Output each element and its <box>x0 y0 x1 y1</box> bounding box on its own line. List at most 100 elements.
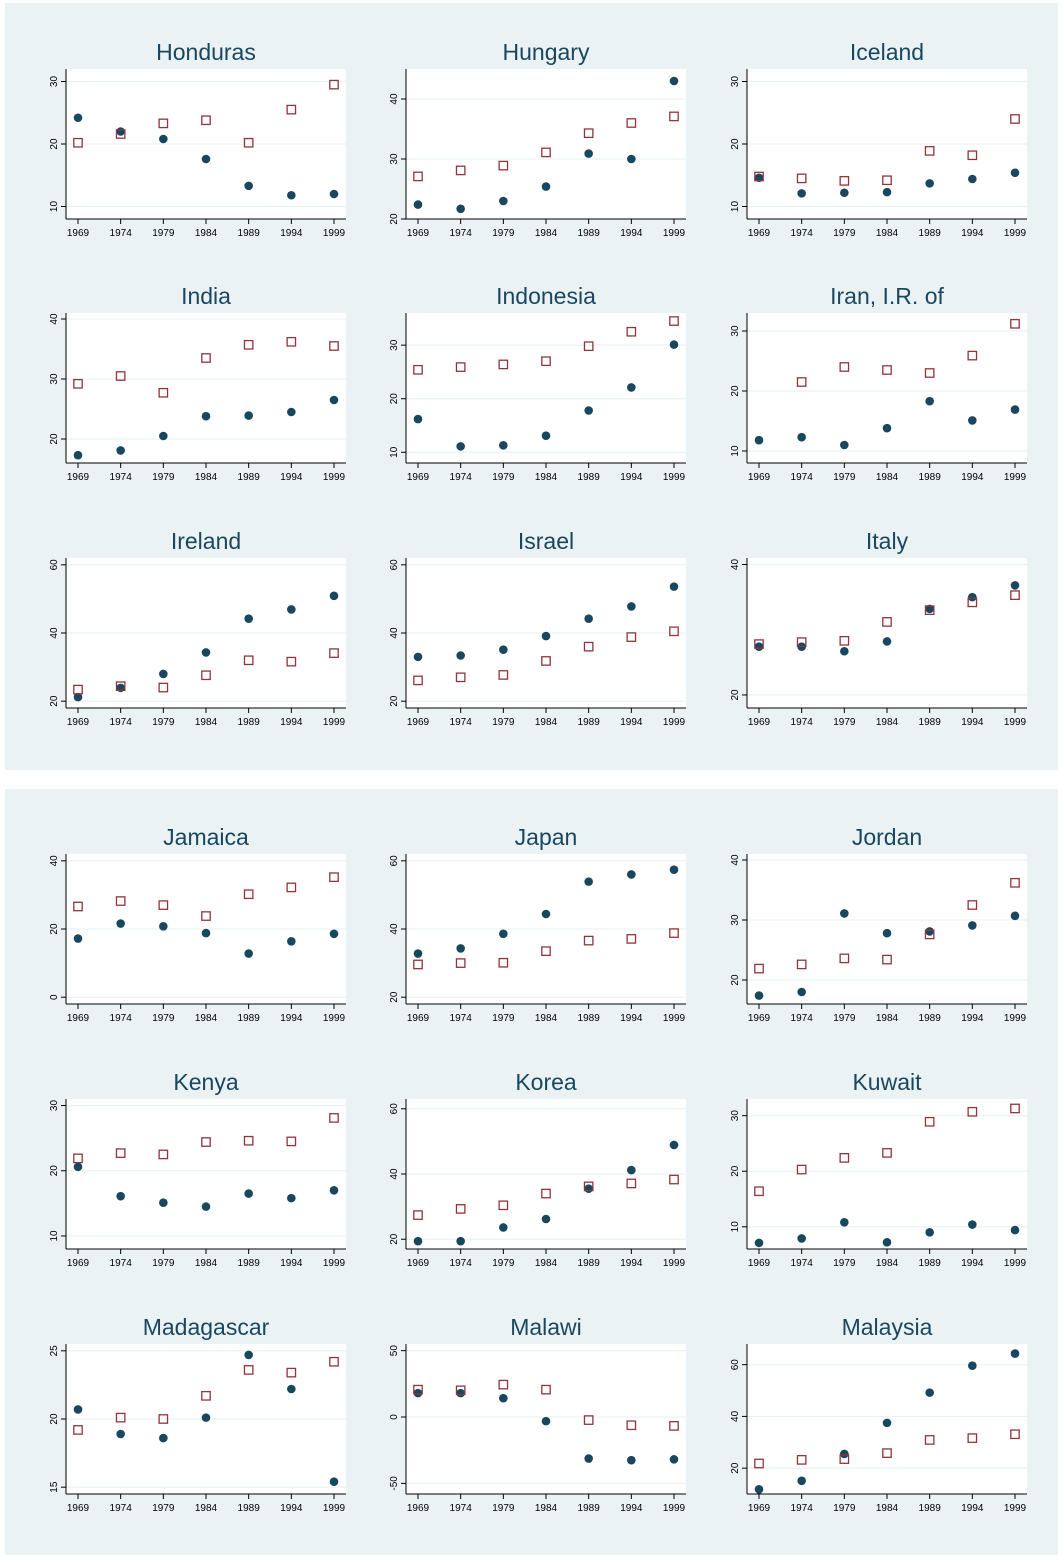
data-point-square <box>243 137 254 148</box>
data-point-circle <box>1010 405 1020 414</box>
data-point-circle <box>159 134 168 144</box>
data-point-square <box>967 350 978 361</box>
x-tick-label: 1984 <box>876 1258 899 1269</box>
x-tick-label: 1979 <box>152 472 175 483</box>
x-tick-label: 1984 <box>535 1013 558 1024</box>
data-point-square <box>796 377 807 387</box>
data-point-square <box>73 1153 83 1164</box>
plot-area <box>747 558 1027 708</box>
x-tick-label: 1989 <box>238 228 261 239</box>
y-tick-label: 60 <box>49 559 60 571</box>
data-point-circle <box>840 188 849 198</box>
data-point-square <box>201 670 211 681</box>
data-point-square <box>158 682 169 693</box>
data-point-circle <box>882 1418 892 1428</box>
x-tick-label: 1999 <box>1004 1258 1027 1269</box>
plot-area <box>747 313 1027 463</box>
y-tick-label: 30 <box>49 76 60 88</box>
data-point-circle <box>627 383 636 392</box>
x-tick-label: 1994 <box>280 1503 303 1514</box>
x-tick-label: 1969 <box>67 1013 90 1024</box>
x-tick-label: 1989 <box>578 1503 601 1514</box>
data-point-circle <box>201 411 211 421</box>
x-tick-label: 1974 <box>450 1503 473 1514</box>
data-point-circle <box>244 181 253 191</box>
data-point-circle <box>797 1234 806 1243</box>
data-point-square <box>158 1414 169 1424</box>
x-tick-label: 1984 <box>195 228 218 239</box>
x-tick-label: 1989 <box>919 1503 942 1514</box>
data-point-circle <box>968 1361 977 1371</box>
data-point-square <box>583 1181 594 1192</box>
y-tick-label: 20 <box>730 138 741 150</box>
x-tick-label: 1999 <box>663 717 686 728</box>
x-tick-label: 1969 <box>748 472 771 483</box>
data-point-circle <box>287 936 296 946</box>
x-tick-label: 1994 <box>620 228 643 239</box>
data-point-circle <box>754 1485 764 1494</box>
chart-title: Japan <box>515 824 578 850</box>
data-point-square <box>541 1384 551 1395</box>
data-point-circle <box>159 669 168 679</box>
x-tick-label: 1994 <box>620 1258 643 1269</box>
chart-title: Israel <box>518 528 574 554</box>
plot-area <box>747 1099 1027 1249</box>
data-point-square <box>455 1385 466 1396</box>
x-tick-label: 1979 <box>152 1503 175 1514</box>
x-tick-label: 1969 <box>67 472 90 483</box>
x-tick-label: 1989 <box>919 1013 942 1024</box>
data-point-square <box>669 316 679 326</box>
chart-ireland: Ireland 20 40 60 1969 1974 1979 1984 1989 1994 199… <box>49 528 346 728</box>
x-tick-label: 1974 <box>110 1503 133 1514</box>
data-point-square <box>1010 114 1020 124</box>
x-tick-label: 1979 <box>833 1013 856 1024</box>
data-point-circle <box>1010 1225 1020 1235</box>
data-point-square <box>115 1412 126 1423</box>
data-point-square <box>455 362 466 372</box>
data-point-circle <box>201 154 211 164</box>
x-tick-label: 1989 <box>578 1258 601 1269</box>
x-tick-label: 1979 <box>492 1258 515 1269</box>
data-point-square <box>413 1210 423 1220</box>
x-tick-label: 1969 <box>407 717 430 728</box>
y-tick-label: 20 <box>730 385 741 397</box>
data-point-square <box>796 637 807 647</box>
data-point-circle <box>159 1198 168 1207</box>
x-tick-label: 1974 <box>110 1258 133 1269</box>
y-tick-label: 20 <box>730 689 741 701</box>
data-point-square <box>583 341 594 352</box>
y-tick-label: 20 <box>49 138 60 150</box>
x-tick-label: 1974 <box>791 1258 814 1269</box>
data-point-circle <box>73 450 83 460</box>
data-point-circle <box>413 652 423 662</box>
plot-area <box>406 313 686 463</box>
data-point-square <box>73 378 83 389</box>
x-tick-label: 1994 <box>280 1013 303 1024</box>
y-tick-label: 40 <box>389 1168 400 1180</box>
data-point-circle <box>541 1416 551 1426</box>
data-point-square <box>115 1148 126 1158</box>
data-point-square <box>669 1174 679 1185</box>
plot-area <box>66 313 346 463</box>
x-tick-label: 1984 <box>195 1013 218 1024</box>
y-tick-label: 30 <box>730 914 741 926</box>
x-tick-label: 1969 <box>748 717 771 728</box>
data-point-circle <box>584 877 593 886</box>
chart-jamaica: Jamaica 0 20 40 1969 1974 1979 1984 1989 1994 1999 <box>49 824 346 1024</box>
data-point-circle <box>968 921 977 930</box>
data-point-square <box>541 946 551 957</box>
x-tick-label: 1969 <box>407 472 430 483</box>
data-point-square <box>541 656 551 666</box>
y-tick-label: 20 <box>389 213 400 225</box>
chart-title: Korea <box>515 1069 577 1095</box>
data-point-square <box>498 359 509 370</box>
data-point-circle <box>925 927 934 936</box>
y-tick-label: 30 <box>730 76 741 88</box>
data-point-circle <box>201 928 211 938</box>
data-point-circle <box>840 440 849 450</box>
chart-title: Malaysia <box>842 1314 933 1340</box>
chart-kuwait: Kuwait 10 20 30 1969 1974 1979 1984 1989 1994 1999 <box>730 1069 1027 1269</box>
x-tick-label: 1969 <box>748 1503 771 1514</box>
data-point-square <box>243 1365 254 1375</box>
chart-title: Iran, I.R. of <box>830 283 944 309</box>
